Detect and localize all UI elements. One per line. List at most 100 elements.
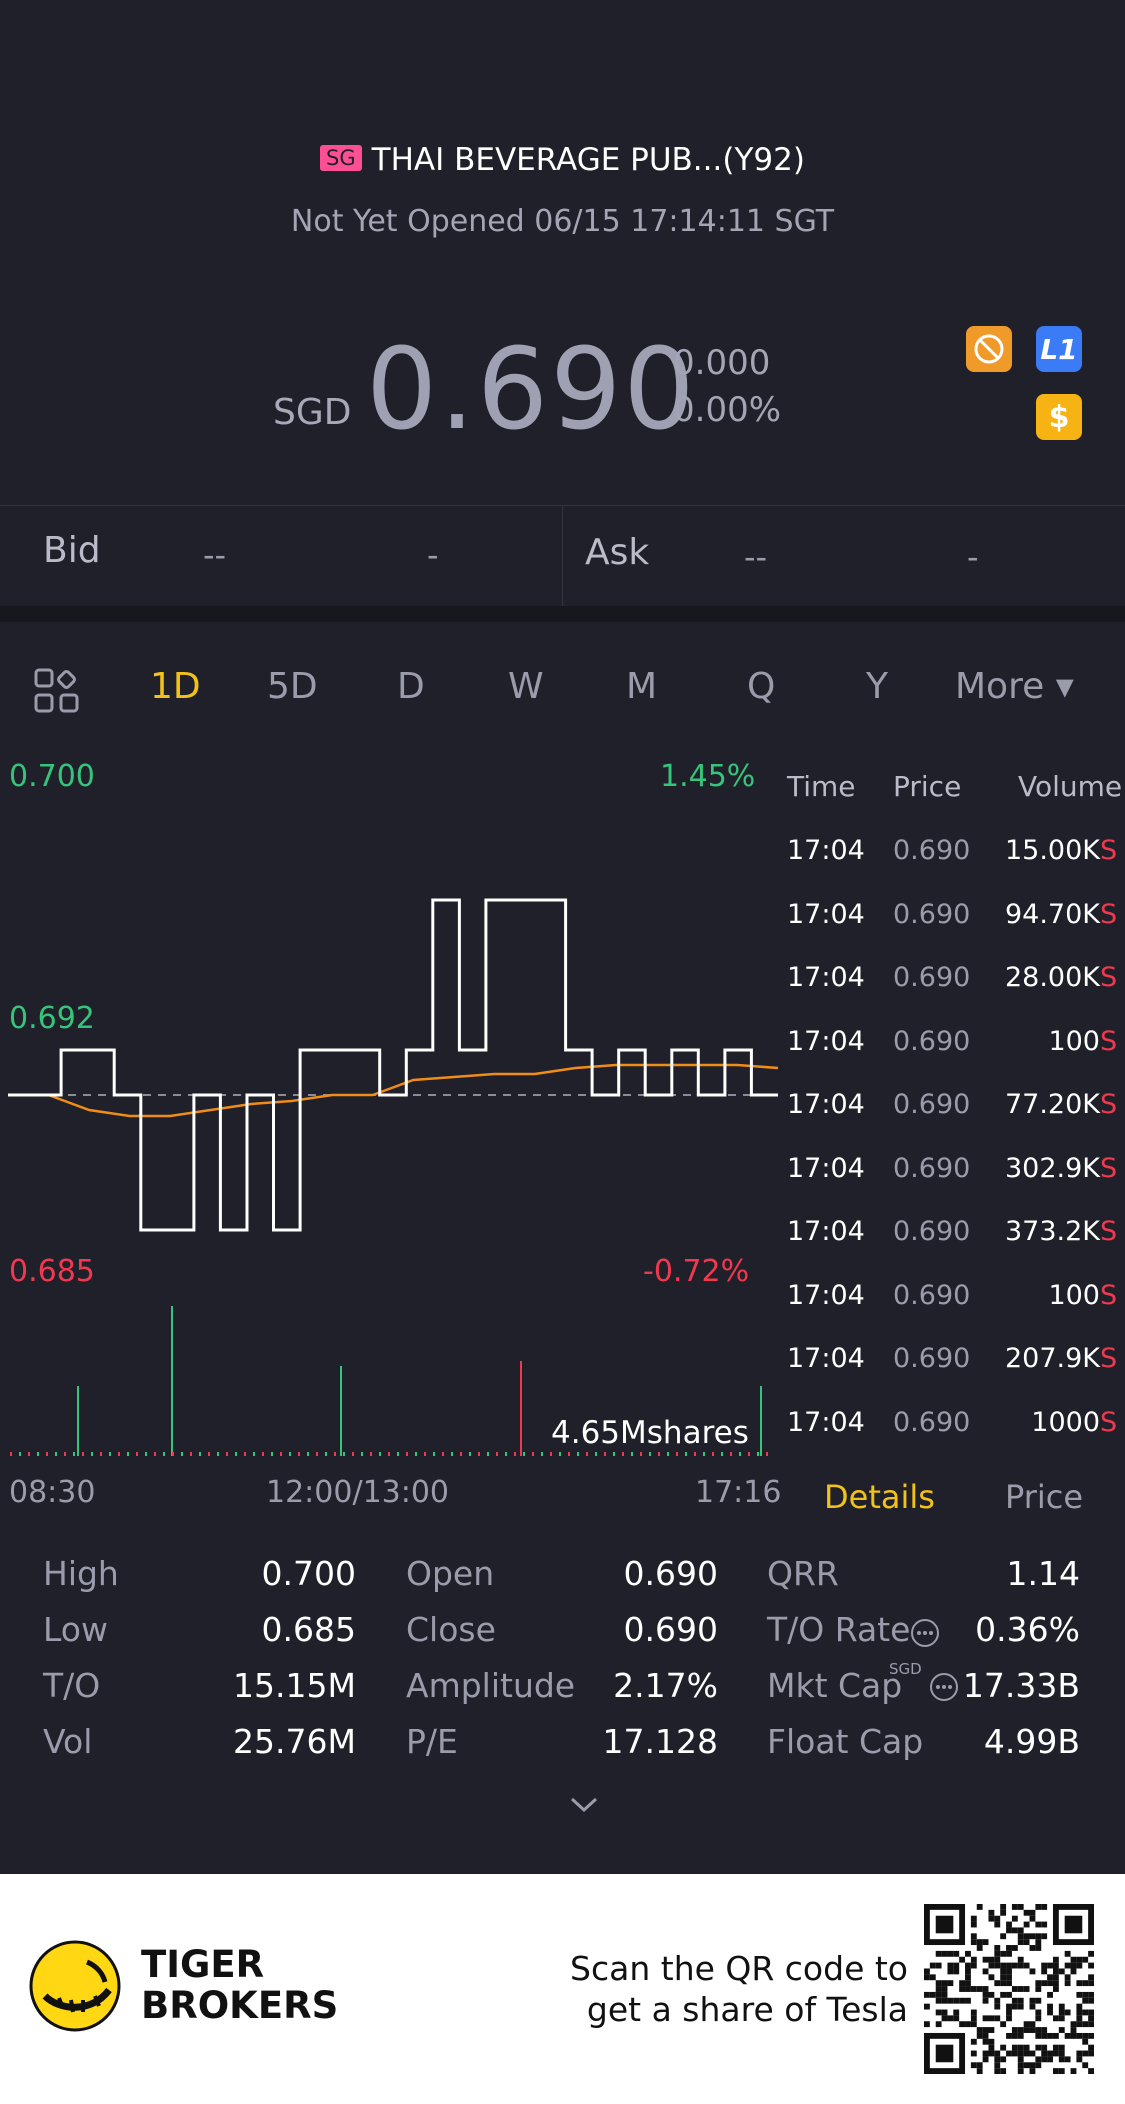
volume-bar: [703, 1452, 705, 1456]
more-dropdown[interactable]: More ▾: [955, 666, 1074, 707]
ticks-col-volume: Volume: [1018, 770, 1123, 803]
tick-row: 17:04 0.690 302.9K S: [0, 1153, 1125, 1193]
tick-row: 17:04 0.690 100 S: [0, 1280, 1125, 1320]
tick-time: 17:04: [787, 1152, 865, 1184]
volume-bar: [280, 1452, 282, 1456]
stat-label: T/O Rate: [767, 1610, 911, 1649]
info-icon[interactable]: [929, 1672, 959, 1706]
volume-bar: [694, 1452, 696, 1456]
stat-value: 0.700: [261, 1554, 356, 1593]
promo-line2: get a share of Tesla: [586, 1990, 908, 2029]
volume-bar: [235, 1452, 237, 1456]
tick-price: 0.690: [893, 962, 971, 993]
price-change: 0.000: [673, 343, 771, 383]
section-gap: [0, 606, 1125, 622]
volume-bar: [766, 1452, 768, 1456]
tab-q[interactable]: Q: [747, 666, 776, 707]
tick-time: 17:04: [787, 1279, 865, 1311]
stat-label: Vol: [43, 1722, 93, 1761]
volume-bar: [82, 1452, 84, 1456]
tick-row: 17:04 0.690 100 S: [0, 1026, 1125, 1066]
y-axis-mid: 0.692: [9, 1001, 95, 1036]
volume-bar: [370, 1452, 372, 1456]
volume-bar: [262, 1452, 264, 1456]
stat-value: 4.99B: [983, 1722, 1080, 1761]
volume-bar: [748, 1452, 750, 1456]
volume-bar: [523, 1452, 525, 1456]
volume-bar: [622, 1452, 624, 1456]
layout-grid-icon[interactable]: [34, 668, 80, 718]
stat-value: 0.685: [261, 1610, 356, 1649]
volume-bar: [316, 1452, 318, 1456]
volume-bar: [253, 1452, 255, 1456]
tab-details[interactable]: Details: [824, 1478, 935, 1516]
brand-name: TIGER BROKERS: [141, 1944, 338, 2026]
volume-bar: [217, 1452, 219, 1456]
tick-price: 0.690: [893, 1216, 971, 1247]
tab-m[interactable]: M: [626, 666, 658, 707]
ticks-col-time: Time: [787, 770, 856, 803]
tick-time: 17:04: [787, 835, 865, 866]
tab-y[interactable]: Y: [866, 666, 888, 707]
tick-time: 17:04: [787, 1343, 865, 1374]
intraday-chart[interactable]: [0, 750, 780, 1470]
stat-label: QRR: [767, 1554, 839, 1593]
promo-text: Scan the QR code to get a share of Tesla: [500, 1948, 908, 2030]
volume-bar: [109, 1452, 111, 1456]
ask-price: --: [744, 538, 768, 576]
no-short-icon[interactable]: [966, 326, 1012, 372]
volume-bar: [289, 1452, 291, 1456]
volume-bar: [658, 1452, 660, 1456]
tab-w[interactable]: W: [508, 666, 544, 707]
volume-bar: [361, 1452, 363, 1456]
volume-bar: [451, 1452, 453, 1456]
tick-price: 0.690: [893, 1343, 971, 1374]
tick-time: 17:04: [787, 1406, 865, 1438]
stat-value: 2.17%: [613, 1666, 718, 1705]
price-line: [8, 898, 778, 1232]
volume-bar: [442, 1452, 444, 1456]
volume-bar: [271, 1452, 273, 1456]
volume-bar: [514, 1452, 516, 1456]
tick-side: S: [1100, 1216, 1118, 1247]
average-price-line: [8, 1063, 779, 1118]
volume-bar: [406, 1452, 408, 1456]
stat-label: High: [43, 1554, 119, 1593]
tab-d[interactable]: D: [397, 666, 425, 707]
y-axis-high: 0.700: [9, 759, 95, 794]
dollar-icon[interactable]: $: [1036, 394, 1082, 440]
stat-label: Float Cap: [767, 1722, 924, 1761]
tick-side: S: [1100, 1279, 1118, 1311]
info-icon[interactable]: [910, 1618, 940, 1652]
level1-quote-icon[interactable]: L1: [1036, 326, 1082, 372]
volume-bar: [712, 1452, 714, 1456]
volume-bar: [559, 1452, 561, 1456]
timeframe-tabs: 1D 5D D W M Q Y More ▾: [0, 622, 1125, 750]
volume-bar: [154, 1452, 156, 1456]
tick-time: 17:04: [787, 898, 865, 930]
tick-side: S: [1100, 835, 1118, 866]
tick-volume: 28.00K: [1004, 962, 1100, 993]
volume-bar: [28, 1452, 30, 1456]
stat-value: 0.690: [623, 1610, 718, 1649]
volume-bar: [520, 1361, 522, 1456]
volume-bar: [37, 1452, 39, 1456]
volume-bars: [10, 1306, 768, 1456]
volume-bar: [379, 1452, 381, 1456]
stat-value: 1.14: [1006, 1554, 1080, 1593]
qr-code[interactable]: [924, 1904, 1094, 2074]
ask-label: Ask: [585, 532, 650, 573]
tick-volume: 1000: [1031, 1406, 1100, 1438]
ticks-header: Time Price Volume: [0, 770, 1125, 810]
tab-price[interactable]: Price: [1005, 1478, 1084, 1516]
volume-bar: [91, 1452, 93, 1456]
tab-1d[interactable]: 1D: [150, 666, 201, 707]
expand-chevron-icon[interactable]: [569, 1795, 599, 1819]
volume-bar: [760, 1386, 762, 1456]
x-axis-start: 08:30: [9, 1475, 96, 1510]
volume-bar: [77, 1386, 79, 1456]
currency-label: SGD: [273, 392, 352, 433]
tab-5d[interactable]: 5D: [267, 666, 318, 707]
volume-bar: [127, 1452, 129, 1456]
tick-volume: 100: [1048, 1025, 1100, 1057]
